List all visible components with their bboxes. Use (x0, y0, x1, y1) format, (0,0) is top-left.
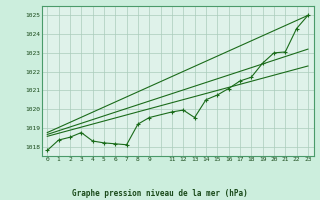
Text: Graphe pression niveau de la mer (hPa): Graphe pression niveau de la mer (hPa) (72, 189, 248, 198)
